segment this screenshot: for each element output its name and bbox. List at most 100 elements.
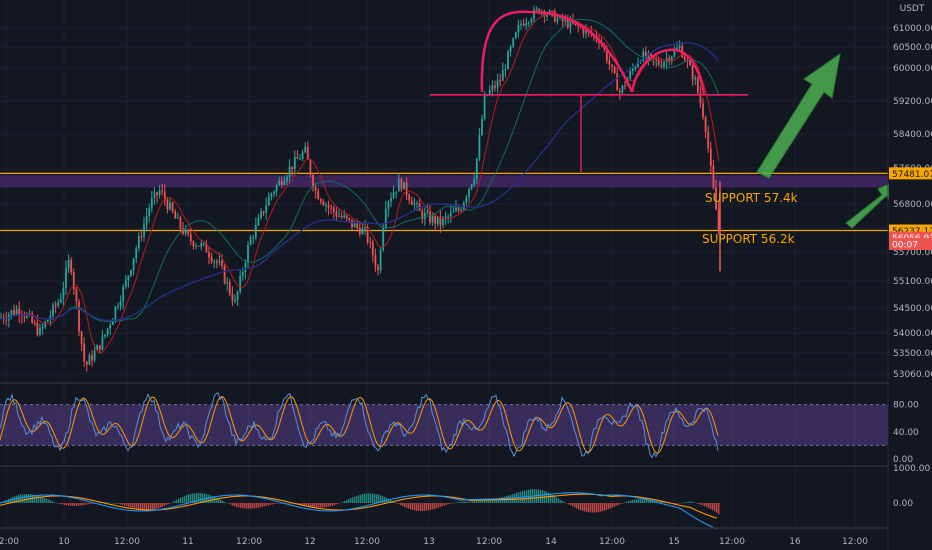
macd-hist-bar	[142, 503, 144, 510]
macd-hist-bar	[134, 503, 136, 509]
candle-body	[712, 165, 715, 188]
macd-hist-bar	[470, 501, 472, 503]
macd-hist-bar	[126, 503, 128, 507]
candle-body	[676, 47, 678, 50]
macd-hist-bar	[682, 502, 684, 504]
price-tick-label: 55700.00	[893, 248, 932, 258]
candle-body	[470, 184, 473, 189]
macd-hist-bar	[662, 501, 664, 503]
macd-hist-bar	[362, 494, 364, 503]
candle-body	[210, 257, 213, 262]
candle-body	[31, 313, 34, 323]
macd-hist-bar	[22, 494, 24, 503]
macd-hist-bar	[60, 503, 62, 505]
time-tick-label: 13	[423, 537, 434, 547]
candle-body	[293, 157, 296, 170]
candle-body	[137, 236, 140, 249]
candle-body	[574, 23, 577, 25]
stoch-tick-label: 80.00	[893, 401, 919, 411]
candle-body	[322, 201, 325, 206]
stoch-tick-label: 40.00	[893, 428, 919, 438]
candle-body	[605, 48, 608, 61]
head-and-shoulders-pattern	[430, 10, 748, 172]
macd-hist-bar	[68, 503, 70, 506]
macd-hist-bar	[442, 503, 444, 507]
candle-body	[109, 324, 112, 329]
macd-hist-bar	[196, 493, 198, 503]
macd-hist-bar	[132, 503, 134, 508]
macd-hist-bar	[106, 502, 108, 503]
macd-hist-bar	[578, 503, 580, 510]
macd-hist-bar	[400, 503, 402, 506]
price-tick-label: 60000.00	[893, 64, 932, 74]
macd-hist-bar	[32, 494, 34, 503]
macd-hist-bar	[610, 503, 612, 509]
macd-hist-bar	[80, 503, 82, 506]
candle-body	[564, 19, 567, 22]
macd-hist-bar	[404, 503, 406, 508]
macd-hist-bar	[408, 503, 410, 509]
price-tick-label: 55100.00	[893, 277, 932, 287]
candle-body	[267, 196, 270, 206]
macd-hist-bar	[394, 501, 396, 503]
candle-body	[421, 210, 424, 220]
candle-body	[179, 217, 182, 229]
macd-hist-bar	[718, 503, 720, 515]
candle-body	[62, 287, 65, 299]
candle-body	[345, 215, 348, 219]
macd-hist-bar	[560, 500, 562, 503]
macd-hist-bar	[198, 493, 200, 503]
candle-body	[195, 245, 197, 247]
macd-hist-bar	[380, 495, 382, 503]
macd-hist-bar	[256, 503, 258, 508]
macd-hist-bar	[136, 503, 138, 509]
candle-body	[460, 210, 463, 212]
candle-body	[158, 190, 161, 196]
candle-body	[332, 207, 335, 212]
macd-hist-bar	[714, 503, 716, 512]
candle-body	[124, 280, 127, 287]
macd-hist-bar	[540, 489, 542, 503]
candle-body	[384, 208, 387, 228]
macd-hist-bar	[338, 503, 340, 504]
candle-body	[221, 260, 223, 267]
macd-hist-bar	[224, 501, 226, 503]
time-tick-label: 12:00	[0, 537, 19, 547]
candle-body	[257, 217, 260, 226]
candle-body	[132, 258, 135, 271]
candle-body	[551, 10, 554, 12]
annotation-labels: SUPPORT 57.4k SUPPORT 56.2k	[702, 191, 798, 246]
macd-hist-bar	[210, 495, 212, 503]
macd-hist-bar	[582, 503, 584, 511]
candle-body	[647, 53, 650, 59]
macd-hist-bar	[418, 503, 420, 511]
macd-hist-bar	[40, 496, 42, 503]
macd-hist-bar	[478, 500, 480, 503]
macd-hist-bar	[458, 501, 460, 503]
candle-body	[660, 64, 663, 67]
macd-hist-bar	[332, 503, 334, 506]
candle-body	[343, 215, 346, 218]
macd-hist-bar	[312, 503, 314, 507]
candle-body	[156, 192, 158, 196]
candle-body	[452, 211, 455, 213]
price-tag-text: 00:07	[892, 241, 918, 251]
macd-hist-bar	[166, 503, 168, 505]
macd-hist-bar	[414, 503, 416, 511]
macd-hist-bar	[226, 502, 228, 504]
macd-hist-bar	[124, 503, 126, 506]
candle-body	[377, 266, 379, 271]
macd-hist-bar	[416, 503, 418, 511]
macd-hist-bar	[712, 503, 714, 511]
candle-body	[715, 187, 717, 210]
candle-body	[644, 51, 647, 59]
macd-hist-bar	[170, 502, 172, 504]
candle-body	[270, 193, 273, 197]
price-tag-box	[889, 238, 932, 250]
candle-body	[174, 211, 177, 219]
candle-body	[387, 201, 390, 209]
macd-hist-bar	[550, 493, 552, 503]
